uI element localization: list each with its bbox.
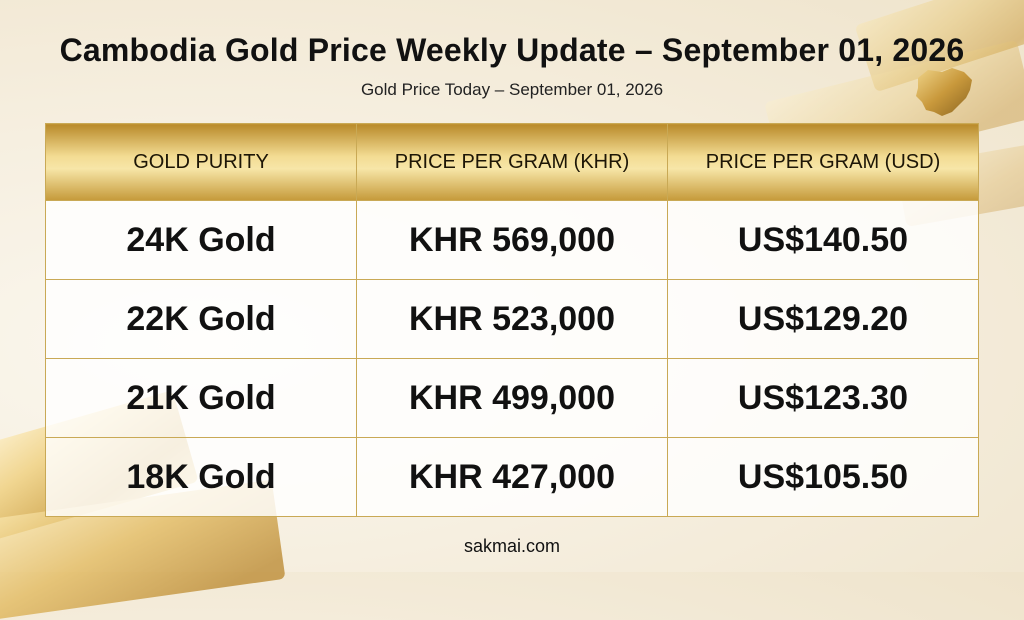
purity-cell: 22K Gold [45, 279, 357, 359]
header-gold-purity: GOLD PURITY [45, 123, 357, 201]
table-row: 22K Gold KHR 523,000 US$129.20 [45, 279, 979, 359]
gold-price-table: GOLD PURITY PRICE PER GRAM (KHR) PRICE P… [45, 123, 979, 517]
page-subtitle: Gold Price Today – September 01, 2026 [360, 80, 664, 99]
table-row: 24K Gold KHR 569,000 US$140.50 [45, 200, 979, 280]
khr-price-cell: KHR 523,000 [356, 279, 668, 359]
table-row: 21K Gold KHR 499,000 US$123.30 [45, 358, 979, 438]
header-price-khr: PRICE PER GRAM (KHR) [356, 123, 668, 201]
purity-cell: 18K Gold [45, 437, 357, 517]
page-title: Cambodia Gold Price Weekly Update – Sept… [59, 32, 965, 68]
usd-price-cell: US$105.50 [667, 437, 979, 517]
purity-cell: 24K Gold [45, 200, 357, 280]
khr-price-cell: KHR 499,000 [356, 358, 668, 438]
cambodia-map-icon [916, 68, 972, 116]
khr-price-cell: KHR 569,000 [356, 200, 668, 280]
table-row: 18K Gold KHR 427,000 US$105.50 [45, 437, 979, 517]
purity-cell: 21K Gold [45, 358, 357, 438]
header-price-usd: PRICE PER GRAM (USD) [667, 123, 979, 201]
usd-price-cell: US$129.20 [667, 279, 979, 359]
usd-price-cell: US$123.30 [667, 358, 979, 438]
khr-price-cell: KHR 427,000 [356, 437, 668, 517]
footer-source: sakmai.com [463, 536, 561, 556]
table-header-row: GOLD PURITY PRICE PER GRAM (KHR) PRICE P… [45, 123, 979, 201]
usd-price-cell: US$140.50 [667, 200, 979, 280]
